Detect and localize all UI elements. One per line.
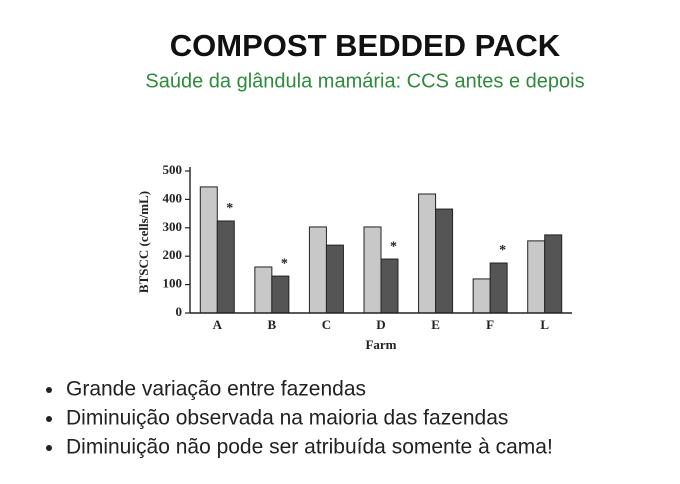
annotation: * xyxy=(281,256,288,271)
bar xyxy=(325,244,344,314)
x-tick-label: L xyxy=(540,317,549,332)
y-tick-label: 0 xyxy=(176,304,183,319)
bar xyxy=(254,266,273,314)
x-axis-label: Farm xyxy=(365,337,396,352)
bar xyxy=(435,208,454,314)
chart: 0 100 200 300 400 500 A B C D E F L Farm BTSCC (cells/… xyxy=(136,162,572,352)
y-tick-label: 200 xyxy=(163,247,183,262)
x-tick-label: A xyxy=(213,317,223,332)
bar xyxy=(380,258,399,314)
bullet-text: Grande variação entre fazendas xyxy=(66,378,366,401)
y-tick-label: 400 xyxy=(163,190,183,205)
bar xyxy=(216,220,235,314)
bar xyxy=(544,234,563,314)
bullet-text: Diminuição observada na maioria das faze… xyxy=(66,407,508,430)
y-axis-label: BTSCC (cells/mL) xyxy=(136,191,151,293)
x-tick-label: E xyxy=(431,317,440,332)
annotation: * xyxy=(390,239,397,254)
bar xyxy=(199,186,218,314)
annotation: * xyxy=(499,243,506,258)
bullet-dot xyxy=(46,445,52,451)
x-tick-label: B xyxy=(268,317,277,332)
bullet-list: Grande variação entre fazendas Diminuição… xyxy=(46,378,553,459)
bar xyxy=(363,226,382,314)
slide-title: COMPOST BEDDED PACK xyxy=(170,28,561,63)
bullet-text: Diminuição não pode ser atribuída soment… xyxy=(66,436,553,459)
bar xyxy=(308,226,327,314)
bar xyxy=(418,193,437,314)
slide-subtitle: Saúde da glândula mamária: CCS antes e d… xyxy=(145,70,584,92)
bar xyxy=(472,278,491,314)
y-tick-label: 100 xyxy=(163,276,183,291)
annotation: * xyxy=(226,201,233,216)
bar xyxy=(271,275,290,314)
x-tick-label: D xyxy=(376,317,385,332)
x-tick-label: F xyxy=(486,317,494,332)
bullet-dot xyxy=(46,416,52,422)
y-tick-label: 500 xyxy=(163,162,183,177)
y-tick-label: 300 xyxy=(163,219,183,234)
x-tick-label: C xyxy=(322,317,331,332)
bullet-dot xyxy=(46,387,52,393)
bar xyxy=(489,262,508,314)
bar xyxy=(527,240,546,314)
